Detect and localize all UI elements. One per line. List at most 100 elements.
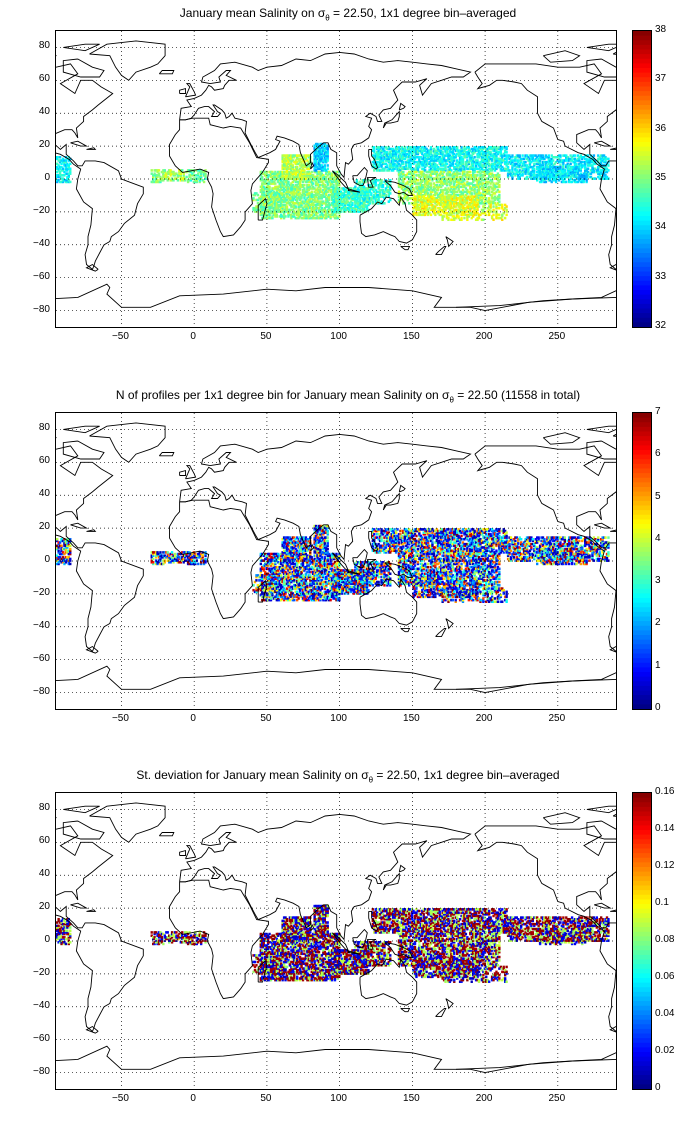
data-cell bbox=[172, 179, 175, 182]
data-cell bbox=[380, 169, 383, 172]
data-cell bbox=[589, 172, 593, 175]
data-cell bbox=[319, 154, 322, 157]
data-cell bbox=[467, 149, 470, 152]
data-cell bbox=[266, 216, 270, 220]
data-cell bbox=[201, 179, 204, 182]
data-cell bbox=[415, 206, 418, 210]
data-cell bbox=[496, 165, 500, 169]
data-cell bbox=[601, 155, 604, 159]
data-cell bbox=[57, 159, 60, 162]
data-cell bbox=[66, 169, 69, 172]
data-cell bbox=[464, 164, 468, 167]
data-cell bbox=[419, 213, 422, 217]
data-cell bbox=[467, 197, 470, 200]
data-cell bbox=[415, 146, 418, 149]
data-cell bbox=[348, 192, 351, 195]
data-cell bbox=[266, 188, 270, 192]
data-cell bbox=[448, 146, 452, 149]
data-cell bbox=[330, 203, 334, 207]
data-cell bbox=[473, 174, 476, 177]
data-cell bbox=[326, 170, 329, 174]
data-cell bbox=[464, 198, 468, 202]
data-cell bbox=[578, 175, 581, 179]
data-cell bbox=[387, 193, 390, 197]
data-cell bbox=[368, 183, 372, 187]
data-cell bbox=[413, 177, 417, 180]
data-cell bbox=[416, 182, 420, 185]
data-cell bbox=[320, 144, 324, 148]
data-cell bbox=[312, 206, 315, 210]
data-cell bbox=[495, 174, 498, 177]
data-cell bbox=[442, 164, 446, 167]
data-cell bbox=[400, 175, 404, 179]
data-cell bbox=[313, 200, 316, 203]
data-cell bbox=[517, 160, 520, 164]
data-cell bbox=[296, 192, 299, 195]
data-cell bbox=[310, 202, 313, 205]
data-cell bbox=[261, 182, 264, 185]
data-cell bbox=[282, 162, 286, 166]
data-cell bbox=[57, 179, 60, 182]
data-cell bbox=[493, 147, 497, 151]
data-cell bbox=[569, 177, 572, 180]
data-cell bbox=[313, 206, 316, 210]
data-cell bbox=[584, 162, 587, 166]
data-cell bbox=[493, 165, 497, 169]
data-cell bbox=[438, 198, 441, 202]
data-cell bbox=[304, 213, 308, 217]
data-cell bbox=[451, 210, 454, 213]
data-cell bbox=[281, 155, 284, 159]
data-cell bbox=[568, 169, 571, 172]
data-cell bbox=[316, 188, 319, 192]
data-cell bbox=[413, 157, 417, 161]
data-cell bbox=[425, 183, 428, 187]
data-cell bbox=[493, 185, 497, 189]
data-cell bbox=[591, 164, 594, 167]
data-cell bbox=[409, 159, 412, 162]
data-cell bbox=[272, 210, 276, 213]
data-cell bbox=[466, 146, 469, 149]
data-cell bbox=[162, 169, 165, 172]
data-cell bbox=[410, 159, 414, 162]
data-cell bbox=[490, 172, 494, 175]
data-cell bbox=[287, 177, 290, 180]
data-cell bbox=[482, 169, 485, 172]
data-cell bbox=[565, 165, 568, 169]
data-cell bbox=[332, 198, 335, 202]
data-cell bbox=[469, 170, 472, 174]
data-cell bbox=[463, 210, 466, 213]
data-cell bbox=[469, 192, 472, 195]
data-cell bbox=[426, 175, 430, 179]
data-cell bbox=[429, 159, 433, 162]
data-cell bbox=[424, 157, 427, 161]
data-cell bbox=[335, 183, 338, 187]
data-cell bbox=[268, 205, 271, 208]
data-cell bbox=[463, 211, 466, 215]
data-cell bbox=[367, 195, 370, 198]
data-cell bbox=[437, 149, 440, 152]
data-cell bbox=[306, 202, 309, 205]
data-cell bbox=[281, 205, 284, 208]
data-cell bbox=[310, 170, 313, 174]
salinity-map[interactable] bbox=[55, 30, 617, 328]
data-cell bbox=[476, 174, 479, 177]
data-cell bbox=[300, 208, 303, 212]
data-cell bbox=[448, 177, 452, 180]
data-cell bbox=[422, 197, 425, 200]
data-cell bbox=[437, 193, 440, 197]
data-cell bbox=[269, 172, 273, 175]
data-cell bbox=[56, 167, 59, 171]
data-cell bbox=[451, 211, 454, 215]
data-cell bbox=[441, 174, 444, 177]
data-cell bbox=[197, 172, 200, 175]
data-cell bbox=[453, 152, 456, 156]
data-cell bbox=[325, 210, 328, 213]
data-cell bbox=[387, 147, 390, 151]
data-cell bbox=[495, 159, 498, 162]
data-cell bbox=[271, 210, 274, 213]
data-cell bbox=[454, 195, 457, 198]
data-cell bbox=[418, 187, 421, 190]
data-cell bbox=[298, 195, 302, 198]
data-cell bbox=[460, 190, 463, 194]
data-cell bbox=[288, 159, 292, 162]
